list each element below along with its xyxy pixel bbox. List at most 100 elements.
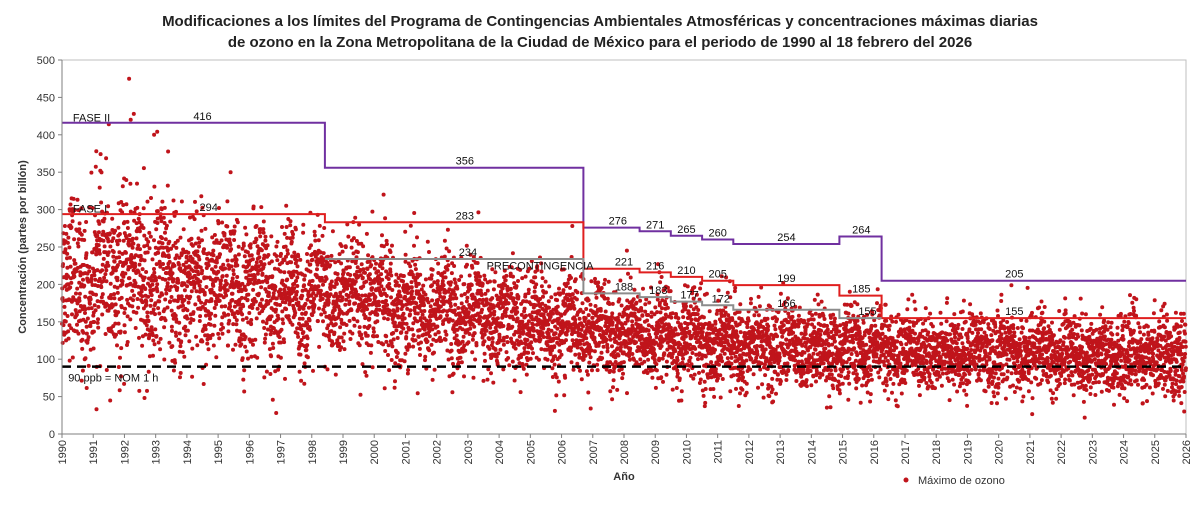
ozone-point: [146, 294, 151, 299]
ozone-point: [503, 278, 508, 283]
ozone-point: [413, 267, 418, 272]
ozone-point: [66, 329, 71, 334]
ozone-point: [284, 225, 289, 229]
ozone-point: [730, 318, 735, 322]
ozone-point: [384, 334, 389, 339]
ozone-point: [505, 335, 509, 339]
ozone-point: [427, 348, 432, 353]
ozone-point: [254, 237, 259, 242]
ozone-point: [589, 279, 594, 284]
ozone-point: [416, 334, 421, 339]
ozone-point: [86, 306, 91, 311]
ozone-point: [204, 299, 209, 303]
ozone-point: [218, 285, 223, 290]
ozone-point: [317, 306, 321, 311]
ozone-point: [638, 298, 643, 303]
ozone-point: [187, 339, 192, 344]
ozone-point: [122, 323, 127, 328]
ozone-point: [291, 232, 295, 237]
ozone-point: [543, 279, 548, 284]
ozone-point: [111, 236, 116, 241]
ozone-point: [152, 238, 156, 243]
ozone-point: [377, 303, 381, 308]
ozone-point: [155, 221, 160, 225]
ozone-point: [429, 273, 434, 278]
ozone-point: [282, 231, 287, 236]
ozone-point: [718, 395, 723, 400]
ozone-point: [655, 297, 660, 302]
ozone-point: [312, 296, 316, 301]
ozone-point: [102, 216, 107, 221]
ozone-point: [452, 264, 457, 268]
ozone-point: [116, 225, 121, 230]
ozone-point: [697, 381, 702, 385]
ozone-point: [244, 232, 249, 237]
ozone-point: [401, 274, 406, 278]
ozone-point: [548, 352, 553, 357]
ozone-point: [295, 331, 300, 336]
ozone-point: [116, 310, 121, 315]
ozone-point: [552, 344, 557, 349]
ozone-point: [153, 327, 158, 332]
ozone-point: [328, 263, 333, 268]
ozone-point: [329, 279, 334, 284]
ozone-point: [87, 205, 92, 210]
ozone-point: [261, 227, 266, 232]
ozone-point: [772, 323, 777, 328]
ozone-point: [584, 369, 589, 374]
ozone-point: [218, 252, 222, 257]
ozone-point: [243, 225, 248, 230]
ozone-point: [124, 178, 129, 182]
ozone-point: [144, 323, 149, 328]
ozone-point: [575, 361, 580, 366]
ozone-point: [83, 307, 88, 312]
ozone-point: [658, 280, 663, 285]
ozone-point: [586, 390, 591, 395]
ozone-point: [539, 284, 544, 289]
ozone-point: [605, 345, 610, 350]
ozone-point: [603, 277, 607, 282]
ozone-point: [551, 311, 555, 316]
ozone-point: [324, 276, 329, 281]
ozone-point: [141, 166, 146, 171]
ozone-point: [77, 221, 82, 226]
ozone-point: [327, 333, 331, 338]
ozone-point: [62, 304, 67, 309]
ozone-point: [159, 219, 164, 224]
ozone-point: [621, 371, 625, 376]
ozone-point: [200, 238, 204, 243]
ozone-point: [404, 321, 409, 326]
ozone-point: [340, 249, 345, 254]
ozone-point: [482, 332, 487, 337]
ozone-point: [359, 262, 364, 267]
ozone-point: [418, 353, 422, 357]
ozone-point: [109, 296, 114, 301]
ozone-point: [185, 328, 190, 333]
ozone-point: [146, 239, 151, 244]
ozone-point: [160, 292, 165, 297]
ozone-point: [117, 250, 122, 255]
ozone-point: [162, 307, 167, 312]
ozone-point: [429, 276, 434, 281]
ozone-point: [156, 250, 161, 255]
ozone-point: [266, 327, 270, 332]
ozone-point: [382, 316, 387, 321]
ozone-point: [140, 267, 145, 272]
ozone-point: [570, 338, 575, 343]
ozone-point: [143, 287, 148, 291]
ozone-point: [305, 297, 310, 302]
ozone-point: [102, 275, 107, 280]
ozone-point: [263, 234, 268, 239]
ozone-point: [87, 301, 92, 306]
ozone-point: [218, 282, 223, 287]
ozone-point: [296, 254, 301, 259]
ozone-point: [305, 252, 309, 256]
ozone-point: [266, 253, 271, 257]
ozone-point: [691, 376, 696, 381]
ozone-point: [197, 244, 201, 249]
ozone-point: [374, 261, 378, 266]
ozone-point: [430, 298, 435, 303]
ozone-point: [683, 334, 688, 339]
ozone-point: [181, 303, 185, 308]
ozone-point: [417, 328, 422, 333]
